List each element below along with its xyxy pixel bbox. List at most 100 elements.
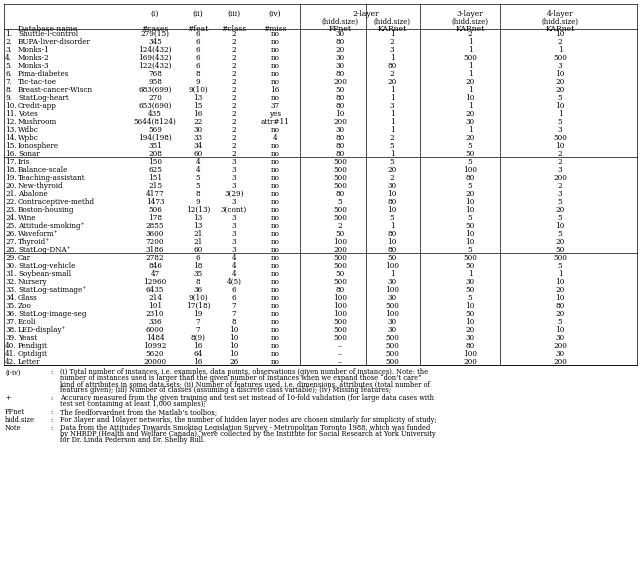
Text: 500: 500 [333, 334, 347, 342]
Text: 24.: 24. [5, 214, 17, 222]
Text: 1: 1 [468, 46, 472, 54]
Text: 3.: 3. [5, 46, 12, 54]
Text: (hidd.size): (hidd.size) [374, 18, 410, 26]
Text: StatLog-vehicle: StatLog-vehicle [18, 262, 76, 270]
Text: 50: 50 [465, 150, 475, 158]
Text: 1: 1 [468, 270, 472, 278]
Text: no: no [271, 278, 280, 286]
Text: 16: 16 [193, 110, 203, 118]
Text: 11.: 11. [5, 110, 17, 118]
Text: 3: 3 [232, 166, 236, 174]
Text: 200: 200 [553, 358, 567, 366]
Text: 5: 5 [557, 214, 563, 222]
Text: number of instances used is larger than the given number of instances when we ex: number of instances used is larger than … [60, 374, 422, 383]
Text: 20: 20 [556, 86, 564, 94]
Text: 4: 4 [196, 166, 200, 174]
Text: 25.: 25. [5, 222, 17, 230]
Text: 683(699): 683(699) [138, 86, 172, 94]
Text: no: no [271, 158, 280, 166]
Text: 500: 500 [333, 262, 347, 270]
Text: 12960: 12960 [143, 278, 166, 286]
Text: 2: 2 [232, 150, 236, 158]
Text: 5: 5 [338, 198, 342, 206]
Text: Car: Car [18, 254, 31, 262]
Text: 100: 100 [463, 166, 477, 174]
Text: 100: 100 [385, 262, 399, 270]
Text: 42.: 42. [5, 358, 17, 366]
Text: 10: 10 [556, 222, 564, 230]
Text: 6: 6 [196, 62, 200, 70]
Text: no: no [271, 262, 280, 270]
Text: 20: 20 [335, 46, 344, 54]
Text: :: : [50, 424, 52, 432]
Text: 6: 6 [196, 30, 200, 38]
Text: 80: 80 [465, 174, 475, 182]
Text: 13: 13 [193, 94, 203, 102]
Text: 5: 5 [557, 262, 563, 270]
Text: 30: 30 [335, 62, 344, 70]
Text: 30: 30 [387, 278, 397, 286]
Text: 6: 6 [232, 294, 236, 302]
Text: 1: 1 [557, 46, 563, 54]
Text: 22.: 22. [5, 198, 17, 206]
Text: 3: 3 [557, 126, 563, 134]
Text: 20: 20 [556, 310, 564, 318]
Text: 14.: 14. [5, 134, 17, 142]
Text: 200: 200 [333, 246, 347, 254]
Text: 194(198): 194(198) [138, 134, 172, 142]
Text: 41.: 41. [5, 350, 17, 358]
Text: 10: 10 [465, 230, 475, 238]
Text: 3: 3 [390, 46, 394, 54]
Text: 5: 5 [557, 230, 563, 238]
Text: 80: 80 [335, 134, 344, 142]
Text: no: no [271, 174, 280, 182]
Text: 1: 1 [468, 126, 472, 134]
Text: 30: 30 [335, 126, 344, 134]
Text: 7: 7 [196, 326, 200, 334]
Text: 33: 33 [193, 134, 202, 142]
Text: Wine: Wine [18, 214, 36, 222]
Text: 20: 20 [556, 78, 564, 86]
Text: 3: 3 [232, 158, 236, 166]
Text: 9(10): 9(10) [188, 86, 208, 94]
Text: 1: 1 [390, 86, 394, 94]
Text: 2.: 2. [5, 38, 12, 46]
Text: 47: 47 [150, 270, 159, 278]
Text: 151: 151 [148, 174, 162, 182]
Text: 28.: 28. [5, 246, 17, 254]
Text: no: no [271, 318, 280, 326]
Text: 6: 6 [196, 38, 200, 46]
Text: 50: 50 [335, 86, 344, 94]
Text: 2: 2 [390, 174, 394, 182]
Text: 7: 7 [232, 302, 236, 310]
Text: 30: 30 [556, 334, 564, 342]
Text: 1: 1 [557, 110, 563, 118]
Text: 1: 1 [390, 94, 394, 102]
Text: 5: 5 [390, 142, 394, 150]
Text: 5: 5 [557, 198, 563, 206]
Text: 39.: 39. [5, 334, 17, 342]
Text: 26.: 26. [5, 230, 17, 238]
Text: Optdigit: Optdigit [18, 350, 48, 358]
Text: 6: 6 [196, 54, 200, 62]
Text: 18.: 18. [5, 166, 17, 174]
Text: 6.: 6. [5, 70, 12, 78]
Text: 8: 8 [196, 190, 200, 198]
Text: 30.: 30. [5, 262, 17, 270]
Text: 2: 2 [557, 150, 563, 158]
Text: –: – [338, 342, 342, 350]
Text: 3: 3 [232, 222, 236, 230]
Text: 5: 5 [468, 214, 472, 222]
Text: 80: 80 [556, 302, 564, 310]
Text: Pima-diabetes: Pima-diabetes [18, 70, 69, 78]
Text: 5: 5 [468, 158, 472, 166]
Text: 500: 500 [333, 318, 347, 326]
Text: 10: 10 [556, 326, 564, 334]
Text: no: no [271, 214, 280, 222]
Text: 80: 80 [465, 342, 475, 350]
Text: 21.: 21. [5, 190, 17, 198]
Text: 50: 50 [465, 222, 475, 230]
Text: 22: 22 [193, 118, 203, 126]
Text: 200: 200 [333, 78, 347, 86]
Text: 500: 500 [553, 54, 567, 62]
